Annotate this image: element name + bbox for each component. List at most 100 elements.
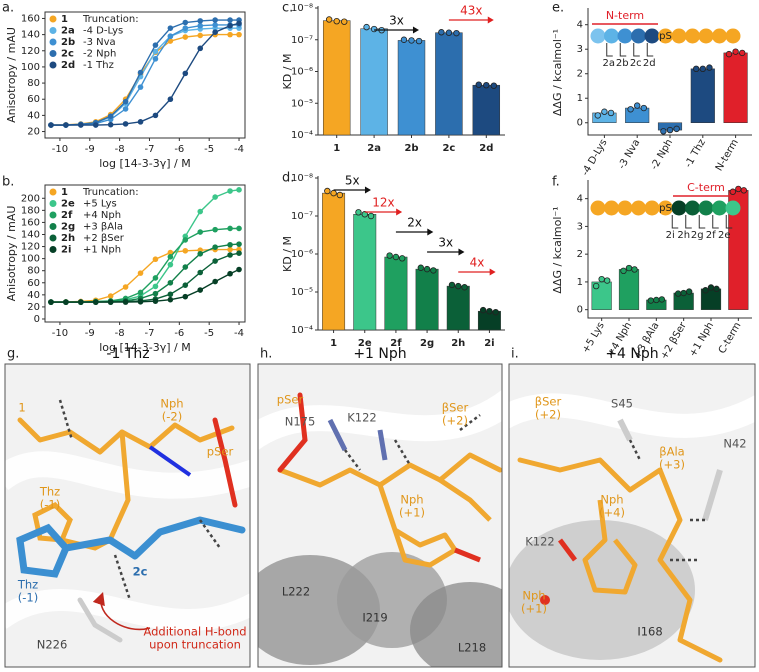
x-tick-label: 1 — [333, 143, 340, 154]
y-tick-label: 120 — [21, 46, 40, 57]
data-point — [236, 187, 242, 193]
data-point — [212, 278, 218, 285]
x-tick-label: -9 — [85, 144, 95, 155]
replicate-point — [423, 265, 431, 273]
replicate-point — [713, 285, 720, 293]
residue-icon — [644, 200, 660, 216]
y-tick-label: 140 — [21, 30, 40, 41]
y-tick-label: 10⁻⁸ — [291, 3, 313, 14]
x-tick-label: -8 — [115, 144, 125, 155]
data-point — [137, 289, 144, 296]
legend-name: 2a — [61, 26, 75, 37]
data-point — [212, 29, 218, 35]
replicate-point — [363, 23, 370, 31]
data-point — [48, 299, 54, 305]
data-point — [63, 299, 69, 305]
x-tick-label: +1 Nph — [688, 321, 717, 359]
replicate-point — [415, 37, 423, 45]
residue-label: L222 — [282, 585, 310, 599]
bar — [322, 20, 351, 136]
series-line — [51, 227, 239, 303]
annotation: 2x — [407, 216, 422, 230]
replicate-point — [400, 36, 408, 43]
data-point — [152, 256, 159, 263]
replicate-point — [620, 267, 627, 275]
x-tick-label: -4 D-Lys — [580, 138, 610, 178]
residue-label: upon truncation — [149, 638, 241, 652]
replicate-point — [592, 282, 600, 290]
x-tick-label: 2d — [479, 143, 493, 154]
legend-swatch — [49, 188, 57, 196]
bar — [472, 84, 501, 136]
series-line — [51, 189, 240, 303]
structure-title: +1 Nph — [353, 346, 406, 362]
data-point — [182, 25, 189, 31]
bar — [415, 268, 439, 331]
annotation-arrowhead — [396, 208, 403, 216]
replicate-point — [660, 128, 667, 135]
legend-swatch — [49, 234, 57, 242]
replicate-point — [492, 308, 499, 316]
replicate-point — [653, 296, 660, 304]
legend-name: 2h — [61, 233, 75, 244]
data-point — [236, 266, 242, 273]
x-tick-label: -6 — [174, 328, 184, 339]
replicate-point — [367, 212, 375, 220]
data-point — [63, 122, 69, 128]
y-axis-label: ΔΔG / kcalmol⁻¹ — [551, 29, 564, 116]
y-axis-label: KD / M — [281, 236, 294, 272]
data-point — [182, 282, 189, 288]
data-point — [182, 237, 189, 243]
series-line — [51, 252, 240, 303]
y-tick-label: 1 — [577, 93, 583, 104]
data-point — [167, 296, 174, 303]
x-tick-label: -7 — [144, 328, 154, 339]
replicate-point — [324, 187, 331, 195]
data-point — [197, 18, 204, 24]
structure-i — [509, 364, 755, 667]
data-point — [197, 287, 204, 293]
x-tick-label: 2g — [420, 338, 434, 349]
series-line — [51, 24, 239, 126]
x-axis-label: log [14-3-3γ] / M — [99, 157, 190, 170]
annotation: 5x — [345, 174, 360, 188]
residue-label: βSer — [442, 401, 469, 415]
data-point — [167, 291, 174, 298]
annotation: 3x — [389, 14, 404, 28]
y-tick-label: 40 — [27, 110, 40, 121]
residue-label: K122 — [347, 411, 377, 425]
y-tick-label: 60 — [27, 278, 40, 289]
x-tick-label: -1 Thz — [683, 138, 708, 170]
replicate-point — [627, 106, 634, 113]
data-point — [92, 122, 99, 128]
replicate-point — [341, 18, 348, 25]
residue-label: 2b — [616, 58, 629, 69]
axis-line — [587, 8, 752, 136]
x-tick-label: 2h — [451, 338, 465, 349]
y-tick-label: 180 — [21, 205, 40, 216]
x-tick-label: 2e — [358, 338, 372, 349]
data-point — [122, 106, 129, 112]
structure-g — [5, 364, 250, 667]
residue-icon — [698, 28, 714, 44]
legend-swatch — [49, 27, 57, 34]
legend-title: Truncation: — [82, 14, 139, 25]
legend-swatch — [49, 246, 57, 253]
residue-icon — [590, 28, 606, 44]
replicate-point — [647, 297, 655, 304]
y-tick-label: 100 — [21, 62, 40, 73]
replicate-point — [725, 50, 733, 58]
bar — [723, 52, 748, 123]
x-tick-label: N-term — [714, 138, 741, 174]
residue-label: S45 — [611, 397, 633, 411]
legend-swatch — [49, 223, 57, 230]
data-point — [152, 112, 159, 119]
cut-bracket — [698, 215, 706, 229]
replicate-point — [398, 255, 406, 262]
data-point — [48, 122, 54, 128]
x-tick-label: -10 — [52, 328, 68, 339]
bar — [353, 214, 377, 331]
panel-label: a. — [2, 1, 14, 16]
x-tick-label: 2c — [442, 143, 455, 154]
data-point — [78, 299, 84, 305]
